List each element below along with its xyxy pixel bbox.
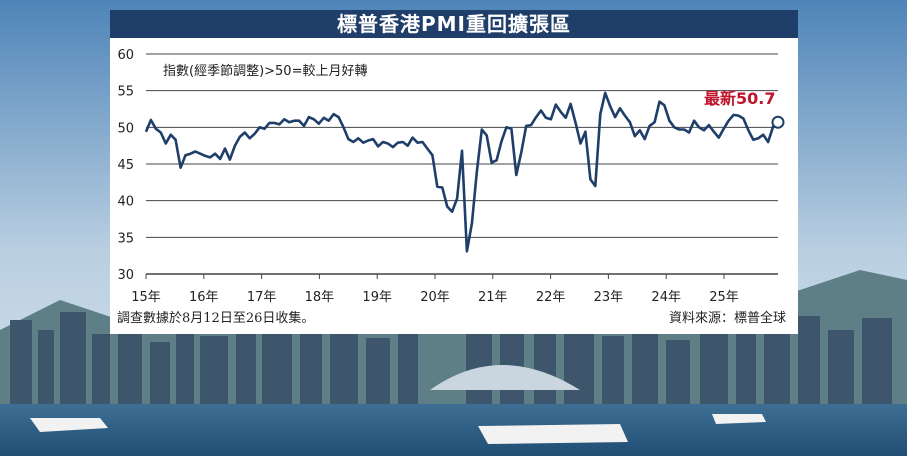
x-tick-label: 23年 [594, 290, 624, 305]
series-line-pmi [144, 91, 779, 253]
x-tick-label: 22年 [536, 290, 566, 305]
y-tick-label: 40 [117, 195, 134, 210]
y-tick-label: 50 [117, 121, 134, 136]
chart-panel [110, 38, 798, 334]
x-tick-label: 16年 [189, 290, 219, 305]
x-tick-label: 18年 [305, 290, 335, 305]
x-tick-label: 15年 [131, 290, 161, 305]
y-tick-label: 30 [117, 268, 134, 283]
y-tick-label: 35 [117, 231, 134, 246]
chart-note: 指數(經季節調整)>50=較上月好轉 [163, 64, 367, 79]
latest-point-marker [771, 115, 785, 129]
x-tick-label: 25年 [709, 290, 739, 305]
y-tick-label: 60 [117, 48, 134, 63]
chart-title: 標普香港PMI重回擴張區 [110, 10, 798, 38]
y-tick-label: 45 [117, 158, 134, 173]
y-tick-label: 55 [117, 85, 134, 100]
x-tick-label: 20年 [420, 290, 450, 305]
x-tick-label: 24年 [651, 290, 681, 305]
footer-source: 資料來源：標普全球 [669, 310, 786, 326]
x-tick-label: 21年 [478, 290, 508, 305]
x-tick-label: 19年 [362, 290, 392, 305]
x-tick-label: 17年 [247, 290, 277, 305]
latest-value-callout: 最新50.7 [704, 89, 775, 108]
footer-survey-note: 調查數據於8月12日至26日收集。 [117, 310, 314, 326]
